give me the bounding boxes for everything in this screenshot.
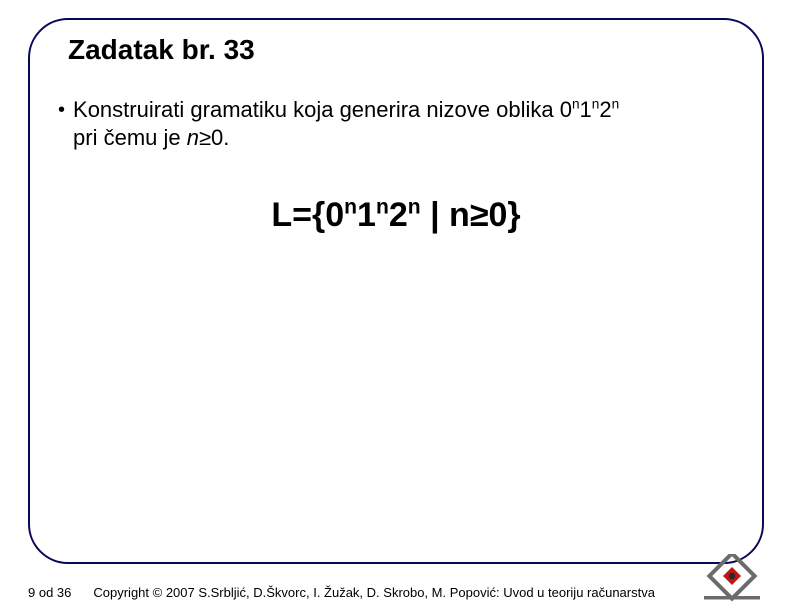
- superscript: n: [376, 196, 389, 219]
- superscript: n: [612, 97, 620, 112]
- superscript: n: [344, 196, 357, 219]
- copyright-text: Copyright © 2007 S.Srbljić, D.Škvorc, I.…: [93, 585, 655, 600]
- formula-part: 2: [389, 196, 408, 234]
- bullet-text: Konstruirati gramatiku koja generira niz…: [73, 96, 619, 152]
- bullet-marker: •: [58, 96, 65, 124]
- bullet-text-part: Konstruirati gramatiku koja generira niz…: [73, 97, 572, 122]
- fer-logo: [702, 554, 762, 602]
- bullet-text-part: 1: [580, 97, 592, 122]
- italic-var: n: [187, 125, 199, 150]
- bullet-text-part: ≥0.: [199, 125, 229, 150]
- slide-title: Zadatak br. 33: [68, 34, 255, 66]
- formula: L={0n1n2n | n≥0}: [0, 196, 792, 235]
- formula-part: | n≥0}: [421, 196, 521, 234]
- superscript: n: [408, 196, 421, 219]
- bullet-text-part: pri čemu je: [73, 125, 187, 150]
- footer: 9 od 36 Copyright © 2007 S.Srbljić, D.Šk…: [28, 585, 764, 600]
- bullet-item: • Konstruirati gramatiku koja generira n…: [58, 96, 734, 152]
- page-number: 9 od 36: [28, 585, 71, 600]
- superscript: n: [572, 97, 580, 112]
- bullet-text-part: 2: [599, 97, 611, 122]
- formula-part: L={0: [271, 196, 344, 234]
- formula-part: 1: [357, 196, 376, 234]
